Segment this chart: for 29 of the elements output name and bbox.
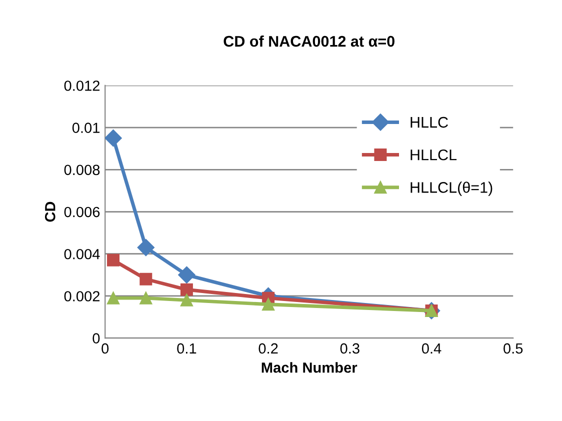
- y-tick-label: 0.01: [72, 122, 100, 133]
- point: [180, 283, 193, 296]
- y-tick-label: 0.006: [64, 206, 100, 218]
- x-tick-label: 0.2: [258, 343, 278, 354]
- y-tick-label: 0.012: [64, 80, 100, 91]
- x-tick-label: 0.4: [422, 343, 442, 354]
- y-tick-label: 0.004: [64, 248, 100, 260]
- legend-label: HLLCL(θ=1): [410, 182, 492, 196]
- legend-label: HLLCL: [410, 149, 457, 160]
- chart-title: CD of NACA0012 at α=0: [224, 36, 394, 47]
- y-tick-label: 0.008: [64, 164, 100, 176]
- point: [107, 254, 120, 266]
- y-axis-title: CD: [44, 202, 56, 222]
- x-tick-label: 0.3: [340, 343, 360, 354]
- point: [140, 272, 152, 286]
- y-tick-label: 0: [92, 333, 100, 344]
- legend-label: HLLC: [410, 116, 448, 128]
- point: [262, 298, 275, 311]
- point: [105, 130, 122, 147]
- point: [180, 294, 193, 306]
- y-tick-label: 0.002: [64, 291, 100, 302]
- point: [140, 292, 152, 304]
- point: [178, 266, 196, 284]
- point: [107, 292, 120, 304]
- x-tick-label: 0.5: [504, 343, 523, 354]
- point: [137, 238, 154, 256]
- x-tick-label: 0: [102, 343, 109, 354]
- x-tick-label: 0.1: [177, 343, 196, 354]
- x-axis-title: Mach Number: [262, 362, 358, 373]
